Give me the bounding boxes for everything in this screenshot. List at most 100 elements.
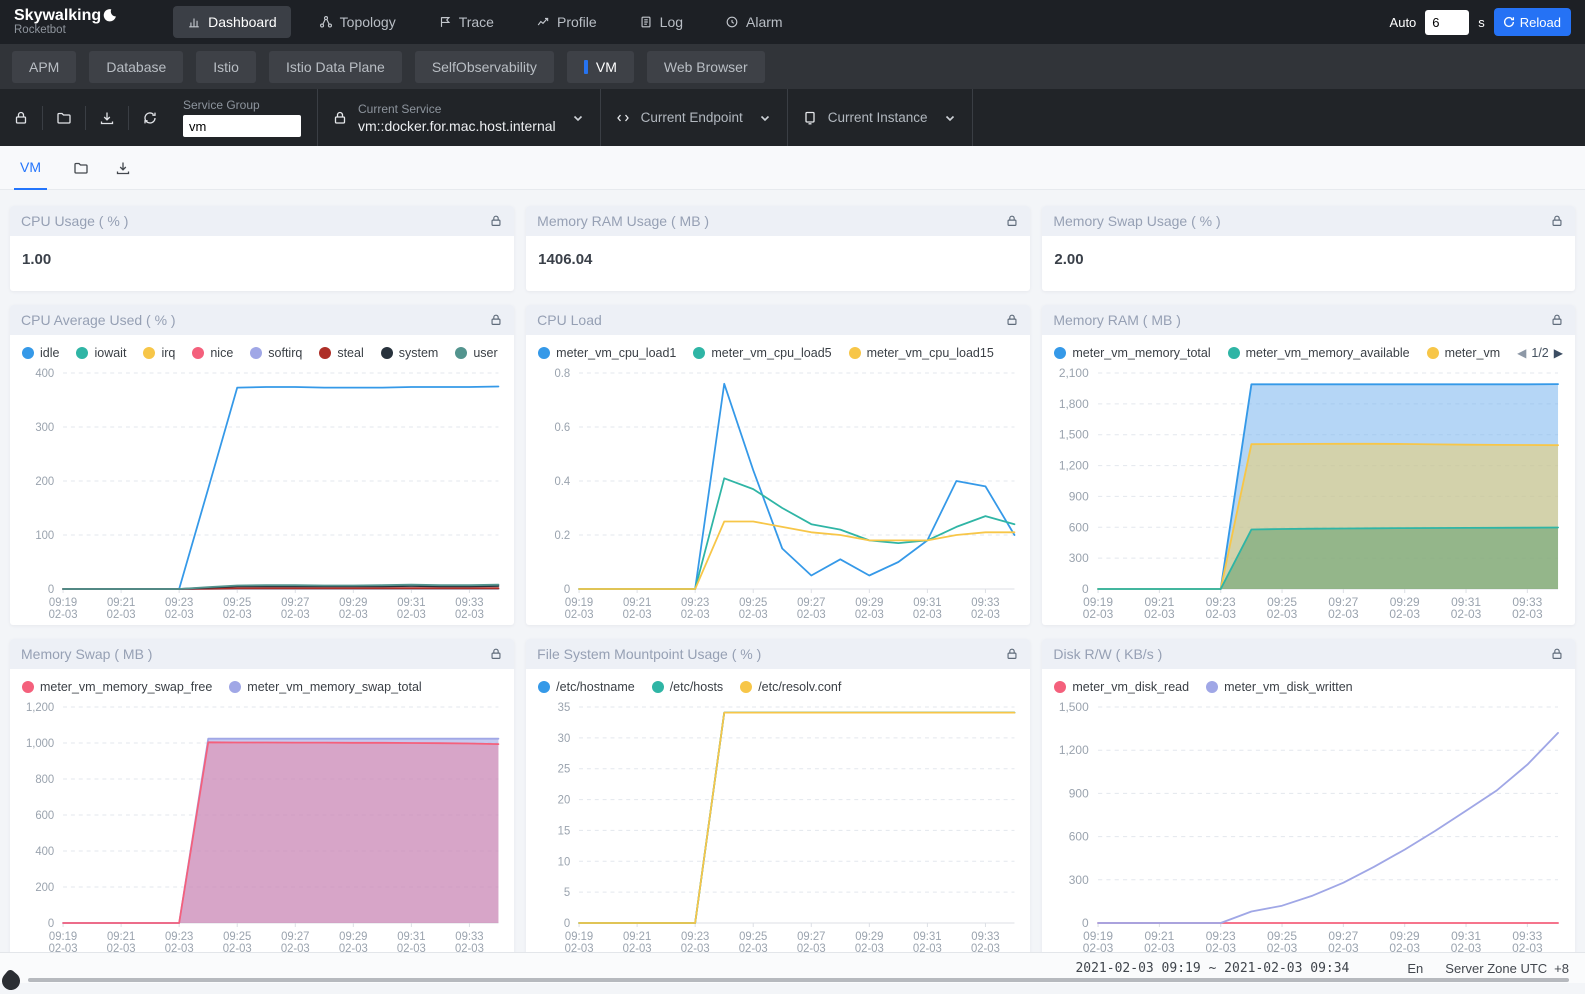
rocketbot-icon[interactable] bbox=[0, 968, 24, 993]
nav-item-dashboard[interactable]: Dashboard bbox=[173, 6, 291, 38]
card-header[interactable]: Memory RAM Usage ( MB ) bbox=[526, 206, 1030, 236]
group-tab-web-browser[interactable]: Web Browser bbox=[647, 51, 765, 83]
cpu-usage-card: CPU Usage ( % ) 1.00 bbox=[10, 206, 514, 291]
legend-label: irq bbox=[161, 346, 175, 360]
card-header[interactable]: CPU Load bbox=[526, 305, 1030, 335]
lock-icon[interactable] bbox=[489, 214, 503, 228]
lock-icon[interactable] bbox=[489, 647, 503, 661]
brand-logo[interactable]: Skywalking Rocketbot bbox=[14, 8, 117, 37]
group-tab-istio-data-plane[interactable]: Istio Data Plane bbox=[269, 51, 402, 83]
svg-text:1,000: 1,000 bbox=[26, 738, 54, 750]
legend-item[interactable]: meter_vm_memory_available bbox=[1228, 346, 1410, 360]
legend-item[interactable]: softirq bbox=[250, 346, 302, 360]
legend-item[interactable]: meter_vm_memory_swap_free bbox=[22, 680, 212, 694]
legend-dot bbox=[1054, 347, 1066, 359]
lock-templates-button[interactable] bbox=[0, 89, 42, 146]
card-header[interactable]: CPU Usage ( % ) bbox=[10, 206, 514, 236]
svg-text:09:2902-03: 09:2902-03 bbox=[855, 597, 884, 621]
refresh-services-button[interactable] bbox=[129, 89, 171, 146]
time-range-picker[interactable]: 2021-02-03 09:19 ~ 2021-02-03 09:34 bbox=[1075, 961, 1349, 976]
card-header[interactable]: CPU Average Used ( % ) bbox=[10, 305, 514, 335]
group-tab-istio[interactable]: Istio bbox=[196, 51, 256, 83]
legend-page-next-icon[interactable]: ▶ bbox=[1554, 346, 1563, 360]
file-system-usage-chart[interactable]: 0510152025303509:1902-0309:2102-0309:230… bbox=[526, 697, 1030, 959]
import-dashboard-button[interactable] bbox=[43, 89, 85, 146]
legend-item[interactable]: meter_vm_memory_total bbox=[1054, 346, 1210, 360]
group-tab-vm[interactable]: VM bbox=[567, 51, 634, 83]
import-tab-button[interactable] bbox=[73, 160, 89, 176]
export-tab-button[interactable] bbox=[115, 160, 131, 176]
svg-text:30: 30 bbox=[558, 733, 571, 745]
legend-label: softirq bbox=[268, 346, 302, 360]
legend-item[interactable]: meter_vm_disk_read bbox=[1054, 680, 1189, 694]
svg-text:09:2102-03: 09:2102-03 bbox=[107, 597, 136, 621]
group-tab-database[interactable]: Database bbox=[89, 51, 183, 83]
cpu-average-used-chart[interactable]: 010020030040009:1902-0309:2102-0309:2302… bbox=[10, 363, 514, 625]
svg-text:15: 15 bbox=[558, 825, 571, 837]
legend-item[interactable]: meter_vm_cpu_load15 bbox=[849, 346, 994, 360]
lock-icon[interactable] bbox=[1005, 214, 1019, 228]
nav-item-profile[interactable]: Profile bbox=[522, 6, 611, 38]
legend-item[interactable]: /etc/hostname bbox=[538, 680, 635, 694]
card-header[interactable]: Disk R/W ( KB/s ) bbox=[1042, 639, 1575, 669]
card-title: Memory RAM Usage ( MB ) bbox=[537, 213, 709, 229]
card-header[interactable]: Memory Swap ( MB ) bbox=[10, 639, 514, 669]
legend-item[interactable]: /etc/hosts bbox=[652, 680, 724, 694]
legend-item[interactable]: iowait bbox=[76, 346, 126, 360]
legend-item[interactable]: steal bbox=[319, 346, 363, 360]
current-endpoint-selector[interactable]: Current Endpoint bbox=[601, 89, 787, 146]
group-tab-selfobservability[interactable]: SelfObservability bbox=[415, 51, 554, 83]
lock-icon[interactable] bbox=[1550, 214, 1564, 228]
reload-icon bbox=[1502, 15, 1516, 29]
legend-dot bbox=[740, 681, 752, 693]
lock-icon[interactable] bbox=[489, 313, 503, 327]
reload-button[interactable]: Reload bbox=[1494, 8, 1571, 36]
nav-item-alarm[interactable]: Alarm bbox=[711, 6, 797, 38]
cpu-load-chart[interactable]: 00.20.40.60.809:1902-0309:2102-0309:2302… bbox=[526, 363, 1030, 625]
legend-item[interactable]: /etc/resolv.conf bbox=[740, 680, 841, 694]
memory-swap-chart[interactable]: 02004006008001,0001,20009:1902-0309:2102… bbox=[10, 697, 514, 959]
legend-item[interactable]: meter_vm_cpu_load5 bbox=[693, 346, 831, 360]
nav-item-topology[interactable]: Topology bbox=[305, 6, 410, 38]
auto-interval-input[interactable] bbox=[1425, 10, 1469, 35]
subtab-vm[interactable]: VM bbox=[14, 146, 47, 190]
svg-text:1,800: 1,800 bbox=[1059, 398, 1089, 411]
group-tab-apm[interactable]: APM bbox=[12, 51, 76, 83]
card-header[interactable]: Memory Swap Usage ( % ) bbox=[1042, 206, 1575, 236]
service-group-input[interactable] bbox=[183, 115, 301, 137]
lock-icon[interactable] bbox=[1550, 313, 1564, 327]
chart-legend: meter_vm_memory_total meter_vm_memory_av… bbox=[1042, 335, 1575, 361]
server-zone-value[interactable]: +8 bbox=[1554, 961, 1569, 976]
legend-item[interactable]: meter_vm bbox=[1427, 346, 1501, 360]
lock-icon[interactable] bbox=[1005, 313, 1019, 327]
nav-item-trace[interactable]: Trace bbox=[424, 6, 508, 38]
cpu-average-used-card: CPU Average Used ( % ) idle iowait irq n… bbox=[10, 305, 514, 625]
language-switcher[interactable]: En bbox=[1407, 961, 1423, 976]
memory-ram-chart[interactable]: 03006009001,2001,5001,8002,10009:1902-03… bbox=[1042, 363, 1575, 625]
horizontal-scrollbar[interactable] bbox=[28, 978, 1569, 982]
legend-item[interactable]: meter_vm_disk_written bbox=[1206, 680, 1353, 694]
nav-item-label: Trace bbox=[459, 14, 494, 30]
legend-label: steal bbox=[337, 346, 363, 360]
legend-item[interactable]: irq bbox=[143, 346, 175, 360]
lock-icon[interactable] bbox=[1005, 647, 1019, 661]
legend-item[interactable]: user bbox=[455, 346, 497, 360]
legend-item[interactable]: nice bbox=[192, 346, 233, 360]
server-zone-control[interactable]: Server Zone UTC +8 bbox=[1445, 961, 1569, 976]
card-header[interactable]: File System Mountpoint Usage ( % ) bbox=[526, 639, 1030, 669]
svg-text:09:1902-03: 09:1902-03 bbox=[49, 597, 78, 621]
legend-item[interactable]: idle bbox=[22, 346, 59, 360]
legend-page-prev-icon[interactable]: ◀ bbox=[1517, 346, 1526, 360]
nav-item-log[interactable]: Log bbox=[625, 6, 697, 38]
current-instance-selector[interactable]: Current Instance bbox=[788, 89, 972, 146]
legend-item[interactable]: meter_vm_memory_swap_total bbox=[229, 680, 421, 694]
export-dashboard-button[interactable] bbox=[86, 89, 128, 146]
legend-item[interactable]: meter_vm_cpu_load1 bbox=[538, 346, 676, 360]
legend-dot bbox=[250, 347, 262, 359]
lock-icon[interactable] bbox=[1550, 647, 1564, 661]
legend-label: nice bbox=[210, 346, 233, 360]
legend-item[interactable]: system bbox=[381, 346, 439, 360]
disk-rw-chart[interactable]: 03006009001,2001,50009:1902-0309:2102-03… bbox=[1042, 697, 1575, 959]
current-service-selector[interactable]: Current Service vm::docker.for.mac.host.… bbox=[318, 89, 600, 146]
card-header[interactable]: Memory RAM ( MB ) bbox=[1042, 305, 1575, 335]
